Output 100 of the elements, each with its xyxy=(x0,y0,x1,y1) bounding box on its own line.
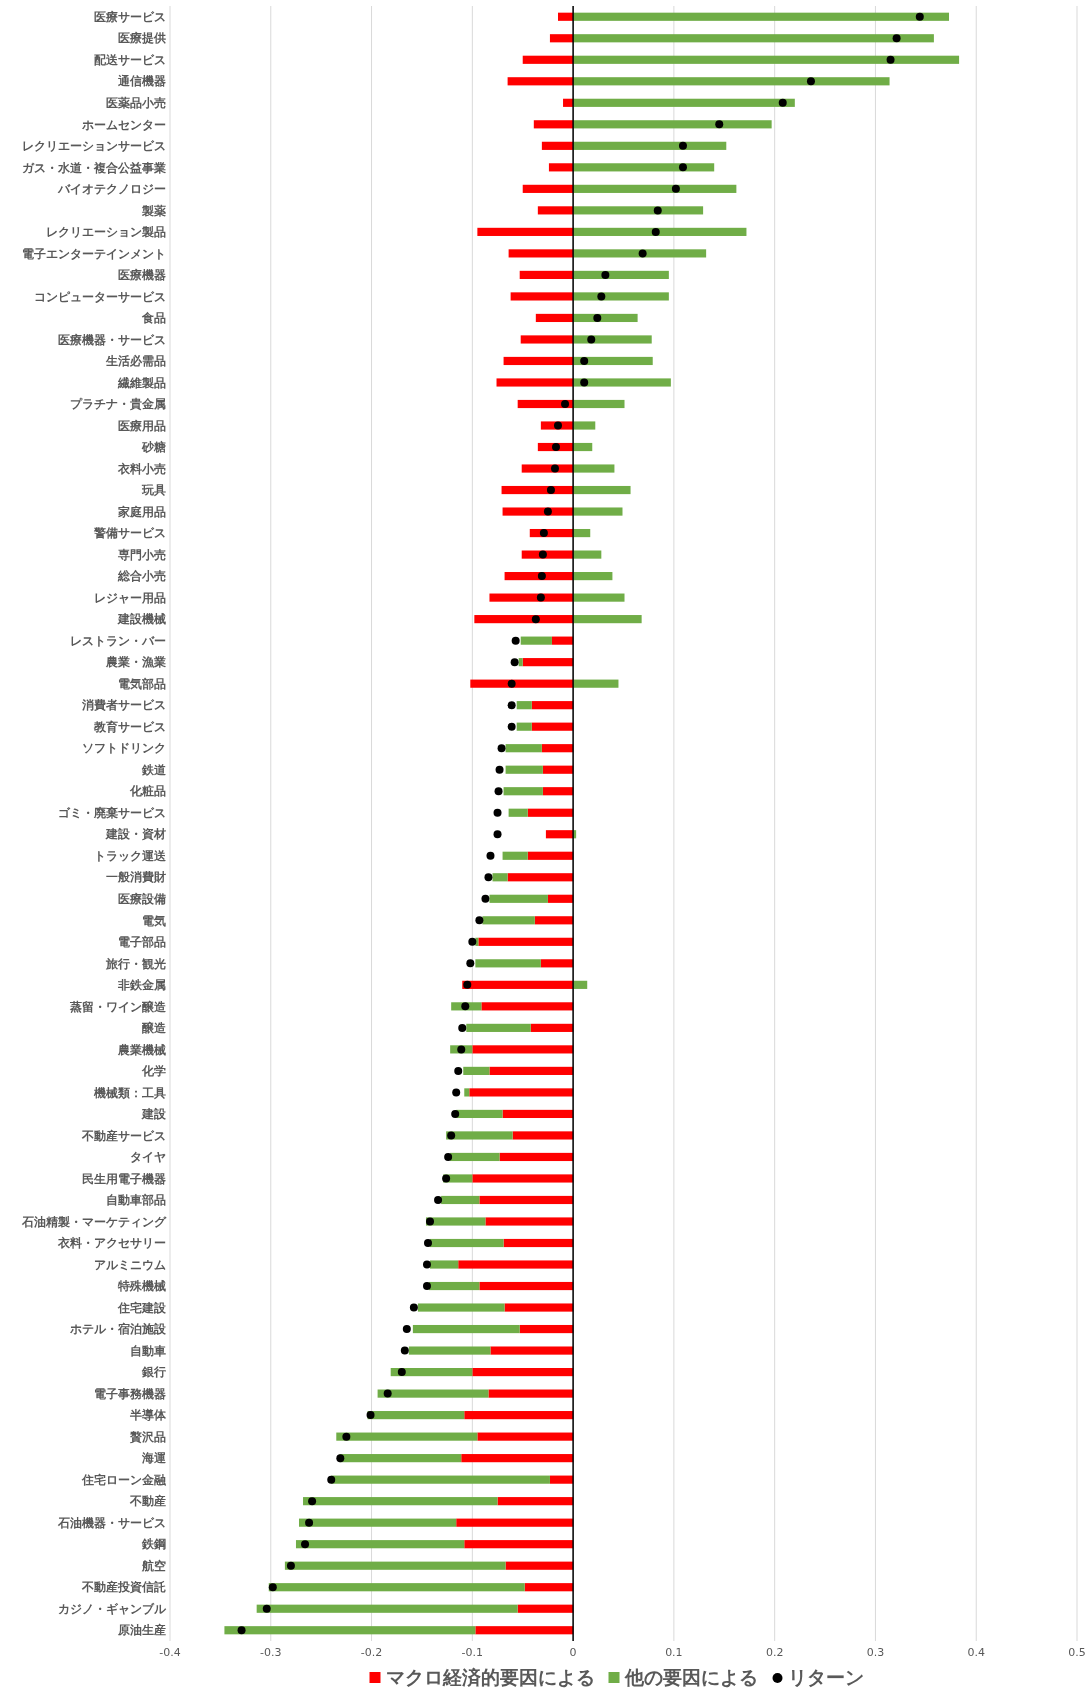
bar xyxy=(573,528,591,538)
y-tick-label: 醸造 xyxy=(141,1021,167,1036)
x-tick-label: 0.2 xyxy=(765,1646,784,1659)
x-tick-label: -0.2 xyxy=(360,1646,383,1659)
bar xyxy=(520,335,574,344)
bar xyxy=(519,270,574,279)
y-tick-label: カジノ・ギャンブル xyxy=(58,1601,167,1616)
bar xyxy=(489,1066,574,1075)
bar xyxy=(504,1303,574,1312)
bar xyxy=(469,1088,574,1097)
y-tick-label: 衣料小売 xyxy=(117,461,166,476)
bar xyxy=(503,356,574,366)
x-tick-label: 0.4 xyxy=(967,1646,985,1659)
y-tick-label: ホテル・宿泊施設 xyxy=(69,1322,167,1337)
bar xyxy=(522,658,574,667)
y-tick-label: 海運 xyxy=(141,1451,167,1466)
x-tick-label: 0 xyxy=(569,1646,577,1659)
bar xyxy=(573,550,602,559)
y-tick-label: 民生用電子機器 xyxy=(82,1171,166,1186)
y-tick-label: 航空 xyxy=(141,1558,166,1573)
y-tick-label: タイヤ xyxy=(130,1150,166,1165)
y-tick-label: レクリエーション製品 xyxy=(46,225,166,240)
bar xyxy=(472,1174,574,1183)
y-tick-label: 繊維製品 xyxy=(117,375,166,390)
y-tick-label: 石油精製・マーケティング xyxy=(21,1214,167,1229)
bar xyxy=(573,55,960,64)
bar xyxy=(542,765,574,774)
bar xyxy=(425,1217,486,1226)
bar xyxy=(573,98,795,107)
y-tick-label: コンピューターサービス xyxy=(34,289,166,304)
y-tick-label: 建設機械 xyxy=(117,612,166,627)
y-tick-label: 建設・資材 xyxy=(105,827,166,842)
bar xyxy=(512,1131,574,1140)
bar xyxy=(299,1518,457,1527)
y-tick-label: 配送サービス xyxy=(94,52,166,67)
legend-label: リターン xyxy=(787,1666,864,1688)
y-tick-label: 不動産 xyxy=(129,1494,166,1509)
y-tick-label: ホームセンター xyxy=(81,117,166,132)
y-tick-label: 製薬 xyxy=(141,203,166,218)
bar xyxy=(475,1626,574,1635)
bar xyxy=(548,163,574,172)
bar xyxy=(573,34,934,43)
bar xyxy=(464,1088,470,1097)
bar xyxy=(446,1131,513,1140)
bar xyxy=(573,980,588,989)
bar xyxy=(456,1518,574,1527)
bar xyxy=(268,1583,525,1592)
bar xyxy=(573,442,593,452)
bar xyxy=(470,679,574,688)
bar xyxy=(464,1540,574,1549)
bar xyxy=(547,894,574,903)
bar xyxy=(303,1497,498,1506)
bar xyxy=(510,292,574,301)
y-tick-label: 鉄鋼 xyxy=(141,1537,166,1552)
y-tick-label: 一般消費財 xyxy=(106,870,166,885)
bar xyxy=(573,615,642,624)
bar xyxy=(573,120,772,129)
bar xyxy=(390,1368,473,1377)
y-tick-label: プラチナ・貴金属 xyxy=(70,397,166,412)
x-tick-label: -0.3 xyxy=(260,1646,282,1659)
bar xyxy=(477,1432,574,1441)
bar xyxy=(472,1045,574,1054)
bar xyxy=(573,464,615,473)
y-tick-label: 農業機械 xyxy=(117,1042,166,1057)
y-tick-label: 生活必需品 xyxy=(105,354,166,369)
bar xyxy=(367,1411,465,1420)
y-tick-label: 医療機器・サービス xyxy=(58,332,166,347)
y-tick-label: 医療用品 xyxy=(118,418,166,433)
bar xyxy=(573,141,727,150)
y-tick-label: 警備サービス xyxy=(93,526,166,541)
bar xyxy=(573,378,671,387)
bar xyxy=(573,421,596,430)
x-tick-label: 0.5 xyxy=(1068,1646,1086,1659)
y-tick-label: 自動車部品 xyxy=(106,1193,166,1208)
bar xyxy=(508,249,574,258)
bar xyxy=(489,593,574,602)
y-tick-label: 住宅ローン金融 xyxy=(81,1472,167,1487)
y-tick-label: 電気部品 xyxy=(118,676,166,691)
y-tick-label: トラック運送 xyxy=(94,848,167,863)
bar xyxy=(549,34,574,43)
y-tick-label: 非鉄金属 xyxy=(117,978,166,993)
bar xyxy=(573,313,638,323)
bar xyxy=(541,744,574,753)
bar xyxy=(507,873,574,882)
legend-label: マクロ経済的要因による xyxy=(385,1666,595,1688)
bar xyxy=(533,120,574,129)
y-tick-label: 電子事務機器 xyxy=(94,1386,166,1401)
bar xyxy=(224,1626,476,1635)
y-tick-label: 砂糖 xyxy=(141,440,166,455)
bar xyxy=(573,184,737,193)
y-tick-label: 蒸留・ワイン醸造 xyxy=(69,999,167,1014)
bar xyxy=(472,1368,574,1377)
y-tick-label: レストラン・バー xyxy=(70,633,166,648)
y-tick-label: 家庭用品 xyxy=(117,504,166,519)
y-tick-label: 半導体 xyxy=(129,1408,167,1423)
bar xyxy=(474,615,574,624)
bar xyxy=(485,1217,574,1226)
bar xyxy=(284,1561,506,1570)
y-tick-label: アルミニウム xyxy=(94,1257,166,1272)
bar xyxy=(537,206,574,215)
